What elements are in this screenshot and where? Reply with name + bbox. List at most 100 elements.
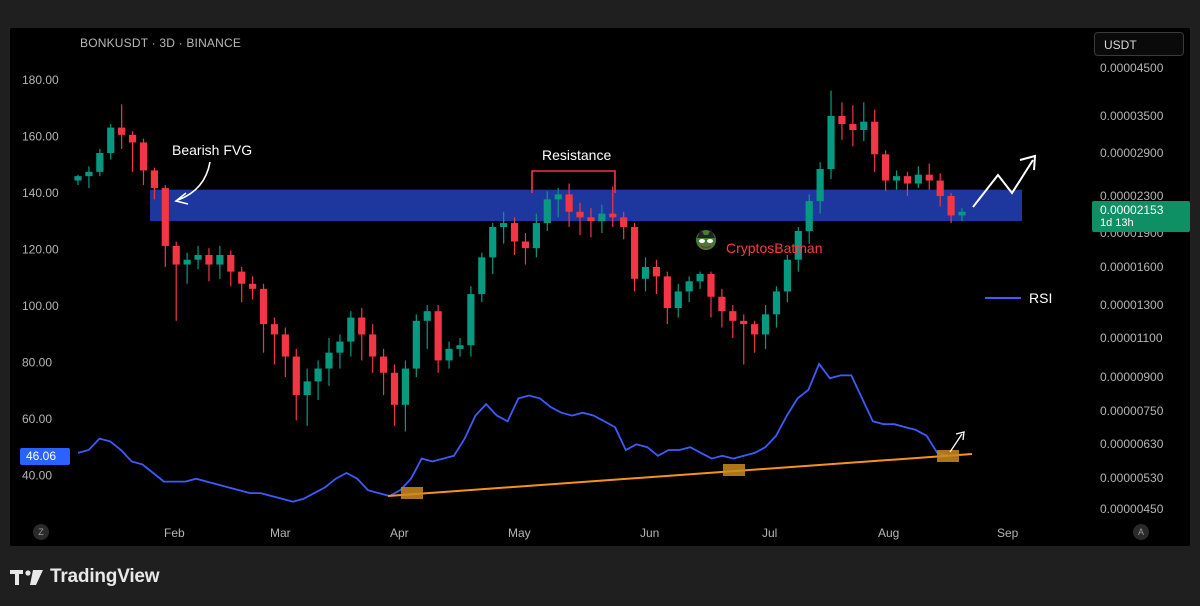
watermark-avatar-icon: [696, 229, 716, 250]
rsi-value-badge: 46.06: [20, 448, 70, 465]
candle-body: [139, 142, 148, 171]
candle-body: [238, 271, 246, 284]
candle-body: [390, 372, 399, 405]
left-axis-tick: 80.00: [22, 356, 52, 370]
candle-body: [74, 176, 82, 181]
candle-body: [871, 121, 879, 155]
right-axis-tick: 0.00001600: [1100, 260, 1164, 274]
x-axis-tick: Jun: [640, 526, 659, 540]
footer-brand-text: TradingView: [50, 566, 160, 587]
candle-body: [412, 320, 420, 369]
right-axis-tick: 0.00000750: [1100, 404, 1164, 418]
right-axis-tick: 0.00000900: [1100, 370, 1164, 384]
candle-body: [325, 352, 333, 369]
fvg-zone: [150, 189, 1022, 222]
candle-body: [761, 314, 770, 335]
chart-title: BONKUSDT · 3D · BINANCE: [80, 36, 242, 50]
watermark-text: CryptosBatman: [726, 240, 823, 256]
left-axis-tick: 140.00: [22, 186, 59, 200]
candle-body: [751, 324, 759, 335]
candle-body: [500, 223, 508, 227]
right-axis-tick: 0.00003500: [1100, 109, 1164, 123]
candle-body: [369, 334, 377, 357]
candle-body: [903, 176, 912, 184]
rsi-touch-marker: [401, 487, 423, 499]
candle-body: [467, 294, 475, 346]
left-axis-tick: 40.00: [22, 469, 52, 483]
candle-body: [914, 174, 922, 184]
fvg-arrowhead: [174, 192, 189, 205]
annotations: Bearish FVG Resistance: [172, 142, 1037, 453]
candle-body: [718, 296, 726, 312]
candle-body: [85, 171, 93, 177]
candle-body: [936, 180, 944, 196]
candle-body: [347, 317, 355, 342]
footer-brand: TradingView: [10, 565, 160, 589]
x-axis-tick: Aug: [878, 526, 899, 540]
candle-body: [783, 259, 791, 292]
candle-body: [805, 201, 813, 231]
zoom-toggle-button[interactable]: Z: [33, 524, 49, 540]
right-axis: 0.00004500 0.00003500 0.00002900 0.00002300…: [1100, 61, 1164, 516]
rsi-trendline: [387, 453, 973, 497]
candle-body: [303, 381, 311, 396]
candle-body: [696, 273, 704, 282]
candle-body: [358, 317, 366, 335]
right-axis-tick: 0.00000530: [1100, 471, 1164, 485]
candle-body: [478, 257, 486, 295]
currency-button[interactable]: USDT: [1094, 32, 1184, 56]
candle-body: [423, 311, 431, 321]
right-axis-tick: 0.00004500: [1100, 61, 1164, 75]
candle-body: [958, 211, 966, 216]
candle-body: [216, 255, 224, 265]
chart-frame[interactable]: [10, 28, 1190, 546]
candle-body: [587, 217, 595, 222]
candle-body: [543, 199, 551, 224]
candle-body: [150, 170, 158, 189]
candle-body: [336, 341, 344, 353]
right-axis-tick: 0.00000450: [1100, 502, 1164, 516]
x-axis-tick: Sep: [997, 526, 1019, 540]
rsi-group: [77, 362, 973, 503]
candle-body: [510, 223, 519, 242]
candle-body: [281, 334, 289, 357]
candle-body: [630, 226, 639, 279]
candle-body: [674, 291, 682, 309]
candle-body: [270, 324, 279, 335]
candles: [74, 90, 966, 432]
candle-body: [838, 116, 846, 125]
candle-body: [107, 127, 115, 153]
x-axis: Feb Mar Apr May Jun Jul Aug Sep: [164, 526, 1019, 540]
left-axis-tick: 180.00: [22, 73, 59, 87]
candle-body: [860, 121, 868, 130]
left-axis-tick: 100.00: [22, 299, 59, 313]
left-axis: 180.00 160.00 140.00 120.00 100.00 80.00 60.00…: [22, 73, 59, 483]
last-price-badge: 0.00002153 1d 13h: [1092, 201, 1190, 232]
rsi-touch-marker: [937, 450, 959, 462]
candle-body: [565, 194, 573, 212]
candle-body: [183, 259, 191, 265]
right-axis-tick: 0.00001100: [1100, 331, 1163, 345]
candle-body: [849, 124, 857, 130]
candle-body: [456, 345, 464, 349]
candle-body: [521, 241, 530, 249]
rsi-arrow: [949, 433, 963, 453]
left-axis-tick: 120.00: [22, 243, 59, 257]
candle-body: [532, 223, 540, 249]
bar-countdown: 1d 13h: [1100, 217, 1134, 229]
right-axis-tick: 0.00001300: [1100, 298, 1164, 312]
left-axis-tick: 160.00: [22, 130, 59, 144]
candle-body: [401, 368, 410, 405]
candle-body: [740, 320, 748, 325]
candle-body: [489, 226, 497, 258]
auto-scale-button[interactable]: A: [1133, 524, 1149, 540]
left-axis-tick: 60.00: [22, 412, 52, 426]
candle-body: [598, 213, 606, 222]
fvg-arrow: [177, 161, 211, 201]
candle-body: [445, 348, 453, 361]
candle-body: [172, 245, 180, 265]
candle-body: [729, 311, 737, 321]
candle-body: [794, 230, 802, 260]
candle-body: [947, 196, 955, 216]
